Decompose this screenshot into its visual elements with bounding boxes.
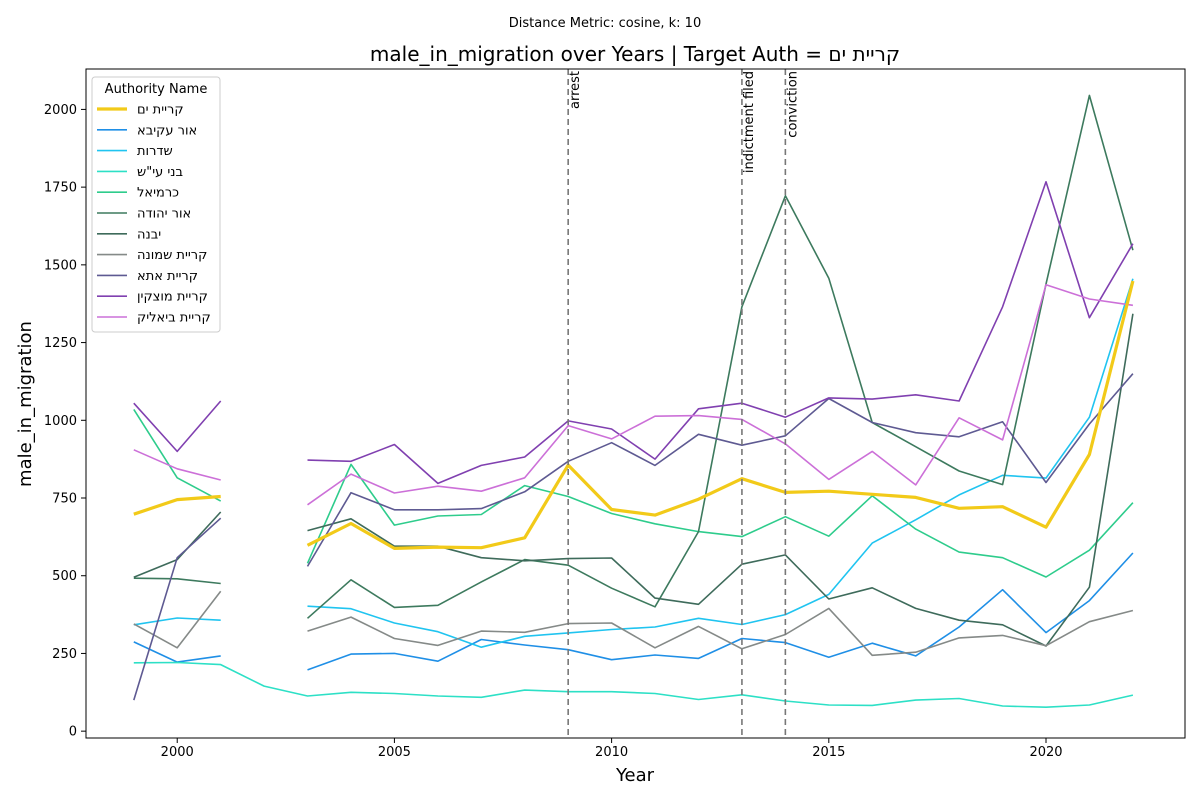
series-line <box>133 280 1135 550</box>
series-line <box>133 408 1134 578</box>
chart-title: male_in_migration over Years | Target Au… <box>370 42 900 66</box>
y-tick-label: 500 <box>52 569 77 584</box>
series-line <box>133 552 1134 671</box>
event-label: indictment filed <box>742 71 757 173</box>
y-tick-label: 1500 <box>44 258 77 273</box>
legend-label: אור יהודה <box>137 207 191 222</box>
legend-label: קריית אתא <box>137 269 198 284</box>
legend: Authority Name קריית ים אור עקיבא שדרות בני… <box>91 76 221 333</box>
legend-title: Authority Name <box>105 82 208 97</box>
legend-label: יבנה <box>137 227 161 242</box>
plot-area: arrest indictment filed conviction <box>133 69 1135 738</box>
y-tick-label: 2000 <box>44 103 77 118</box>
series-line <box>133 661 1134 708</box>
x-tick-label: 2000 <box>161 745 194 760</box>
series-line <box>133 590 1134 657</box>
series-line <box>133 283 1134 506</box>
legend-label: אור עקיבא <box>137 123 197 138</box>
event-label: arrest <box>568 71 583 109</box>
legend-frame <box>91 76 221 333</box>
y-tick-label: 0 <box>69 725 77 740</box>
x-tick-label: 2015 <box>812 745 845 760</box>
series-line <box>133 94 1134 619</box>
series-line <box>133 373 1134 701</box>
legend-label: בני עי"ש <box>137 165 183 180</box>
x-tick-label: 2020 <box>1029 745 1062 760</box>
legend-label: שדרות <box>137 144 173 159</box>
y-tick-label: 750 <box>52 492 77 507</box>
chart-suptitle: Distance Metric: cosine, k: 10 <box>509 16 701 31</box>
y-tick-label: 1000 <box>44 414 77 429</box>
legend-label: כרמיאל <box>137 186 179 201</box>
legend-label: קריית ים <box>137 103 184 118</box>
y-tick-label: 250 <box>52 647 77 662</box>
event-label: conviction <box>785 71 800 138</box>
legend-label: קריית מוצקין <box>137 290 208 305</box>
legend-label: קריית שמונה <box>137 248 207 263</box>
plot-frame <box>85 68 1186 739</box>
x-tick-label: 2005 <box>378 745 411 760</box>
x-axis-label: Year <box>615 765 655 786</box>
y-tick-label: 1750 <box>44 181 77 196</box>
series-line <box>133 313 1134 647</box>
series-line <box>133 278 1134 648</box>
series-line <box>133 181 1134 485</box>
legend-label: קריית ביאליק <box>137 311 211 326</box>
y-tick-label: 1250 <box>44 336 77 351</box>
x-tick-label: 2010 <box>595 745 628 760</box>
y-axis-label: male_in_migration <box>15 321 36 487</box>
